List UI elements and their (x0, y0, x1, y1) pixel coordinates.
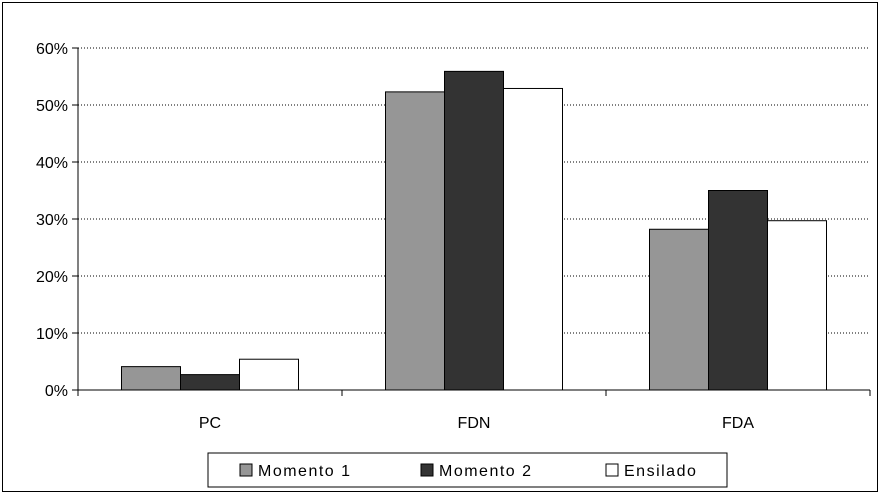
bar-pc-ensilado (239, 358, 299, 391)
bar-fdn-ensilado (503, 87, 563, 391)
y-tick-label-50: 50% (36, 98, 68, 115)
legend-swatch-momento-2 (420, 463, 434, 477)
bar-fda-ensilado (767, 220, 827, 391)
legend-box (207, 452, 728, 488)
bar-fdn-momento-1 (385, 91, 445, 391)
bar-fda-momento-1 (649, 228, 709, 391)
legend-label-ensilado: Ensilado (624, 463, 697, 480)
y-tick-label-40: 40% (36, 155, 68, 172)
x-tick-label-fdn: FDN (458, 415, 491, 432)
bar-pc-momento-1 (121, 366, 181, 391)
y-tick-label-20: 20% (36, 269, 68, 286)
legend-label-momento-1: Momento 1 (258, 463, 352, 480)
bar-pc-momento-2 (180, 374, 240, 391)
bar-fdn-momento-2 (444, 70, 504, 391)
x-tick-label-fda: FDA (722, 415, 754, 432)
legend-swatch-momento-1 (239, 463, 253, 477)
y-tick-label-30: 30% (36, 212, 68, 229)
x-tick-label-pc: PC (199, 415, 221, 432)
y-tick-label-0: 0% (45, 383, 68, 400)
legend-label-momento-2: Momento 2 (439, 463, 533, 480)
legend-swatch-ensilado (605, 463, 619, 477)
y-tick-label-60: 60% (36, 41, 68, 58)
y-tick-label-10: 10% (36, 326, 68, 343)
bar-fda-momento-2 (708, 190, 768, 391)
